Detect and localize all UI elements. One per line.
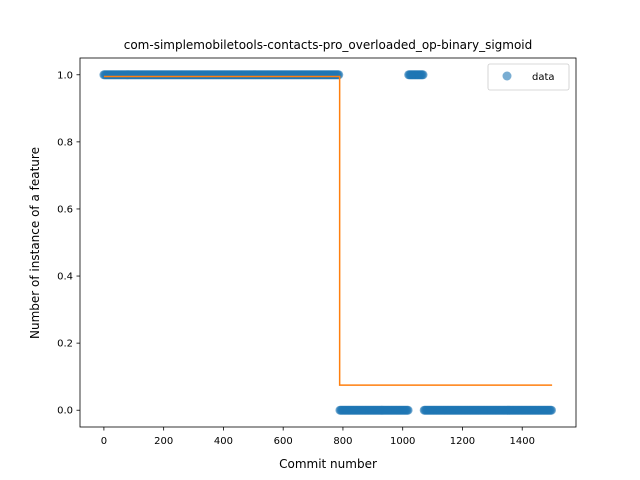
y-tick-label: 0.6 <box>57 204 73 215</box>
fit-line <box>103 75 553 386</box>
x-tick-label: 1000 <box>390 436 415 447</box>
x-tick-label: 200 <box>154 436 173 447</box>
plot-area <box>80 58 576 427</box>
legend-box <box>487 63 570 91</box>
y-axis: 0.0 0.2 0.4 0.6 0.8 1.0 <box>57 70 80 417</box>
x-tick-label: 400 <box>214 436 233 447</box>
legend: data <box>487 63 570 91</box>
x-tick-label: 0 <box>101 436 107 447</box>
plot-frame <box>79 57 577 428</box>
y-tick-label: 1.0 <box>57 70 73 81</box>
data-point <box>403 405 413 415</box>
data-layer <box>99 70 556 415</box>
legend-marker <box>502 71 512 81</box>
y-tick-label: 0.8 <box>57 137 73 148</box>
y-tick-label: 0.4 <box>57 272 73 283</box>
x-tick-label: 1200 <box>450 436 475 447</box>
y-tick-label: 0.2 <box>57 339 73 350</box>
x-tick-label: 600 <box>274 436 293 447</box>
x-axis-label: Commit number <box>279 457 377 471</box>
x-tick-label: 800 <box>333 436 352 447</box>
y-tick-label: 0.0 <box>57 406 73 417</box>
y-axis-label: Number of instance of a feature <box>28 147 42 339</box>
legend-label: data <box>532 72 555 83</box>
data-point <box>547 405 556 415</box>
data-point <box>418 70 428 80</box>
x-axis: 0 200 400 600 800 1000 1200 1400 <box>101 427 535 447</box>
x-tick-label: 1400 <box>509 436 534 447</box>
chart-title: com-simplemobiletools-contacts-pro_overl… <box>124 38 533 52</box>
data-point <box>334 70 344 80</box>
